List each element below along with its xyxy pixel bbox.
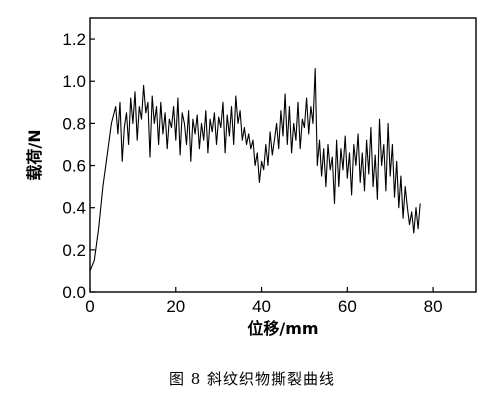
- y-tick-label: 1.0: [62, 72, 86, 91]
- x-axis-ticks: 0 20 40 60 80: [85, 287, 443, 316]
- y-tick-label: 0.6: [62, 157, 86, 176]
- x-tick-label: 40: [252, 297, 271, 316]
- tear-load-curve: [89, 68, 421, 272]
- load-displacement-chart: 0.0 0.2 0.4 0.6 0.8 1.0 1.2 0 20 40 60 80 位移/mm 载荷…: [25, 17, 477, 338]
- y-tick-label: 0.4: [62, 199, 86, 218]
- x-tick-label: 0: [85, 297, 94, 316]
- y-tick-label: 0.8: [62, 114, 86, 133]
- plot-frame: [89, 17, 477, 293]
- y-tick-label: 0.0: [62, 283, 86, 302]
- x-tick-label: 60: [338, 297, 357, 316]
- y-tick-label: 1.2: [62, 30, 86, 49]
- x-tick-label: 80: [424, 297, 443, 316]
- figure-caption: 图 8 斜纹织物撕裂曲线: [168, 370, 336, 388]
- y-tick-label: 0.2: [62, 241, 86, 260]
- x-axis-label: 位移/mm: [247, 319, 318, 338]
- y-axis-label: 载荷/N: [25, 129, 44, 180]
- x-tick-label: 20: [166, 297, 185, 316]
- y-axis-ticks: 0.0 0.2 0.4 0.6 0.8 1.0 1.2: [62, 30, 95, 302]
